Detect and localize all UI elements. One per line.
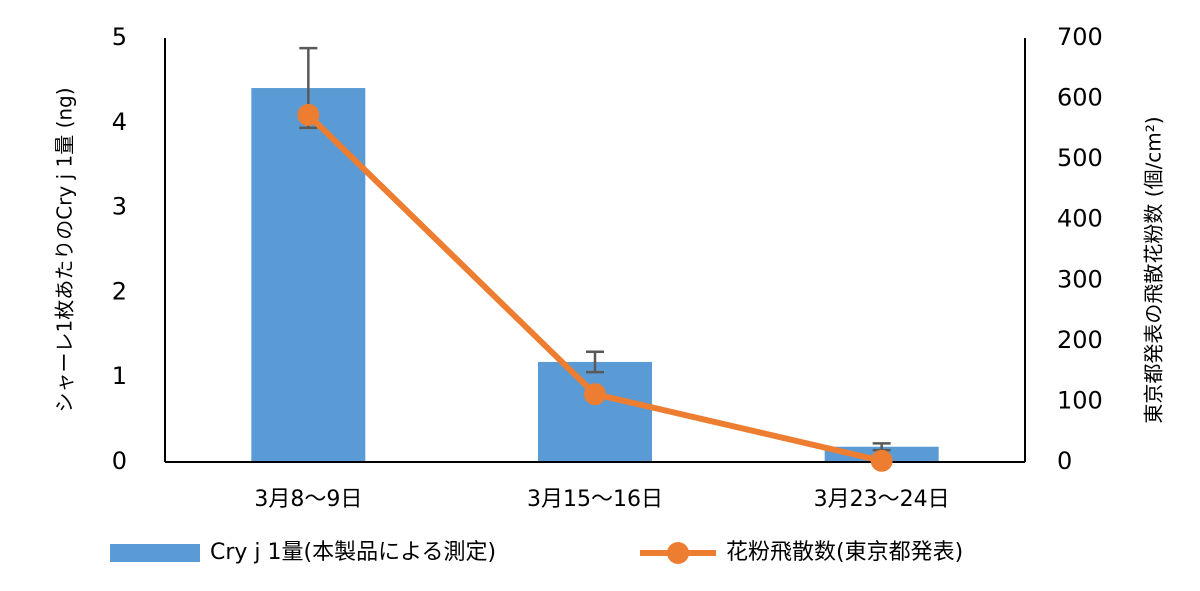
y2-tick-label: 0 (1057, 447, 1072, 475)
legend-label: Cry j 1量(本製品による測定) (210, 540, 496, 565)
y-axis-label: シャーレ1枚あたりのCry j 1量 (ng) (53, 87, 77, 412)
y2-tick-label: 100 (1057, 386, 1103, 414)
y-tick-label: 3 (112, 193, 127, 221)
y-tick-label: 0 (112, 447, 127, 475)
x-tick-label: 3月23〜24日 (814, 487, 950, 512)
bar (538, 361, 652, 462)
y-tick-label: 1 (112, 362, 127, 390)
line-marker (297, 103, 320, 126)
y2-tick-label: 400 (1057, 205, 1103, 233)
y2-tick-label: 600 (1057, 84, 1103, 112)
y2-axis-label: 東京都発表の飛散花粉数 (個/cm²) (1142, 116, 1166, 423)
error-bar (586, 350, 604, 374)
y2-tick-label: 200 (1057, 326, 1103, 354)
line-marker (870, 449, 893, 472)
y-tick-label: 5 (112, 23, 127, 51)
y2-tick-label: 500 (1057, 144, 1103, 172)
legend-label: 花粉飛散数(東京都発表) (726, 540, 963, 565)
x-tick-label: 3月8〜9日 (254, 487, 362, 512)
bar (251, 88, 366, 463)
line-marker (584, 383, 606, 406)
legend-swatch (110, 544, 200, 562)
y-tick-label: 4 (112, 108, 127, 136)
y2-tick-label: 700 (1057, 23, 1103, 51)
y2-tick-label: 300 (1057, 265, 1103, 293)
x-tick-label: 3月15〜16日 (527, 487, 663, 512)
legend-marker (667, 542, 689, 564)
y-tick-label: 2 (112, 277, 127, 305)
